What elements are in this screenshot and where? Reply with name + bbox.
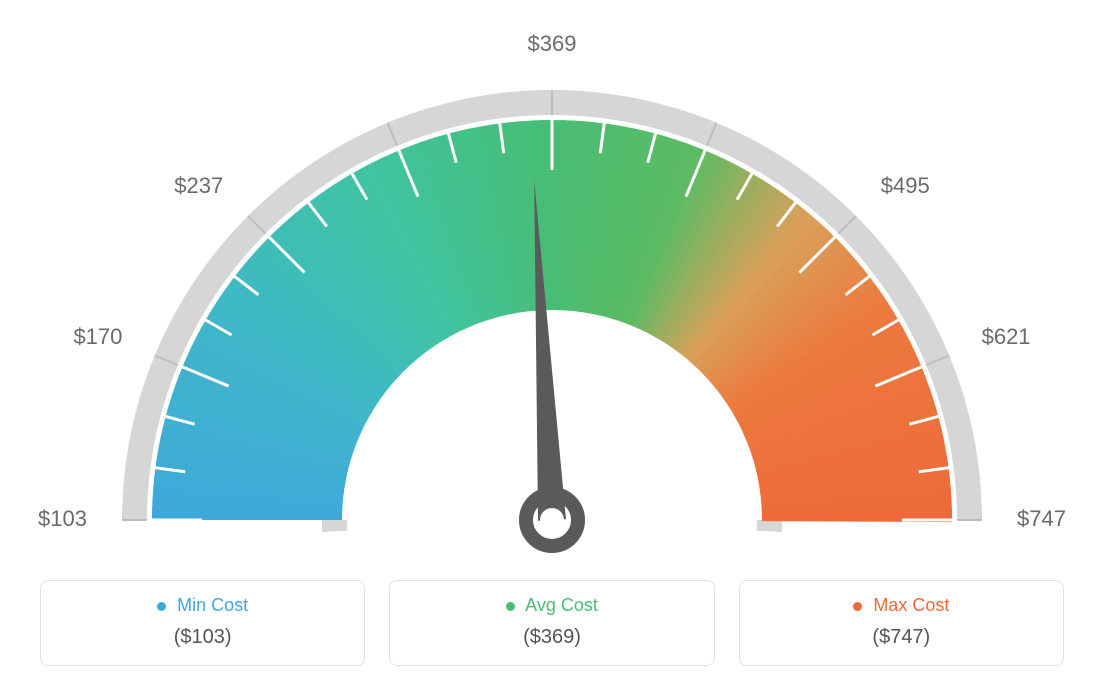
legend-title: Avg Cost <box>400 595 703 616</box>
legend-value: ($103) <box>51 626 354 649</box>
dot-icon <box>506 602 515 611</box>
svg-text:$369: $369 <box>528 31 577 56</box>
legend-card-avg: Avg Cost ($369) <box>389 580 714 666</box>
legend-card-max: Max Cost ($747) <box>739 580 1064 666</box>
legend-label: Avg Cost <box>525 595 598 615</box>
legend-card-min: Min Cost ($103) <box>40 580 365 666</box>
dot-icon <box>853 602 862 611</box>
legend-label: Min Cost <box>177 595 248 615</box>
dot-icon <box>157 602 166 611</box>
svg-text:$495: $495 <box>881 173 930 198</box>
legend-value: ($747) <box>750 626 1053 649</box>
legend-title: Max Cost <box>750 595 1053 616</box>
svg-text:$621: $621 <box>982 324 1031 349</box>
legend-value: ($369) <box>400 626 703 649</box>
legend-row: Min Cost ($103) Avg Cost ($369) Max Cost… <box>40 580 1064 666</box>
svg-text:$237: $237 <box>174 173 223 198</box>
gauge-chart: $103 $170 $237 $369 $495 $621 $747 <box>0 0 1104 560</box>
svg-text:$103: $103 <box>38 506 87 531</box>
legend-title: Min Cost <box>51 595 354 616</box>
legend-label: Max Cost <box>873 595 949 615</box>
svg-text:$170: $170 <box>73 324 122 349</box>
svg-text:$747: $747 <box>1017 506 1066 531</box>
